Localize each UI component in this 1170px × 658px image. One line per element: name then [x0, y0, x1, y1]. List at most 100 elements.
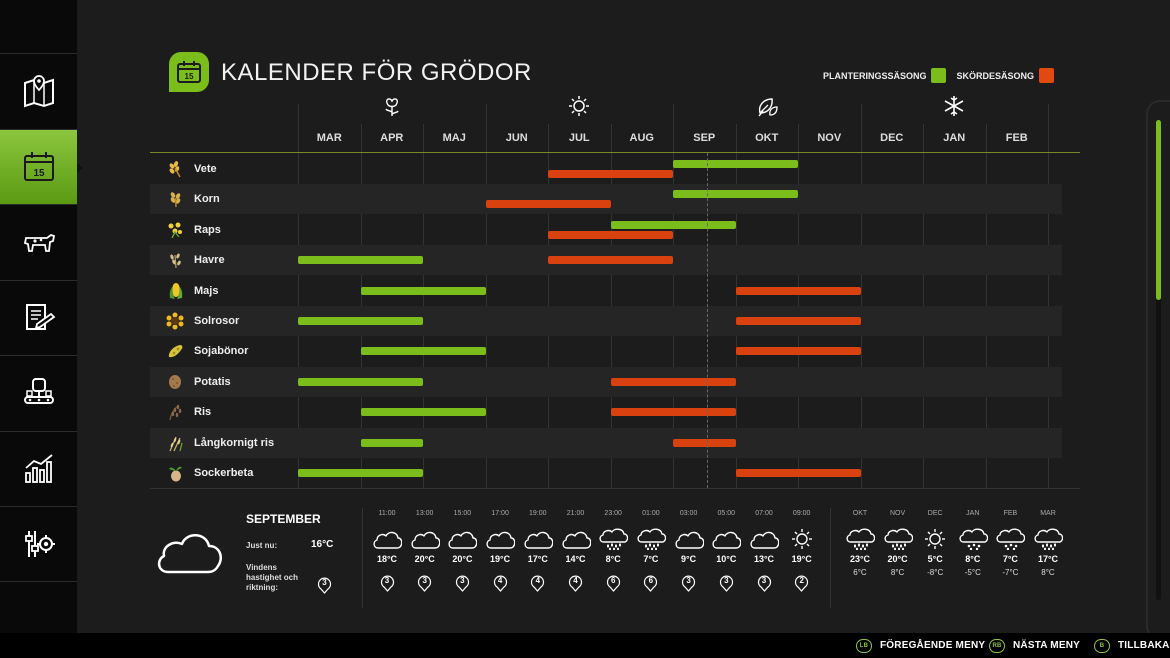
forecast-low: 6°C	[853, 568, 867, 577]
wind-indicator: 4	[530, 574, 545, 592]
crop-name: Sockerbeta	[194, 467, 254, 479]
snow-icon	[996, 528, 1026, 550]
month-label: FEB	[1005, 132, 1028, 144]
forecast-temp: 20°C	[452, 554, 473, 564]
crop-row[interactable]: Havre	[150, 245, 1062, 276]
sidebar-item-map[interactable]	[0, 53, 77, 128]
crop-row[interactable]: Korn	[150, 184, 1062, 215]
crop-row[interactable]: Potatis	[150, 366, 1062, 397]
forecast-low: -8°C	[927, 568, 944, 577]
legend-planting-label: PLANTERINGSSÄSONG	[822, 70, 927, 81]
hourly-forecast-item: 09:00 19°C 2	[783, 510, 821, 592]
sidebar-item-production[interactable]	[0, 355, 77, 430]
planting-bar	[360, 408, 486, 417]
wind-value: 3	[384, 576, 390, 585]
active-indicator	[77, 162, 83, 173]
forecast-time: 23:00	[604, 510, 622, 517]
crop-row[interactable]: Sojabönor	[150, 336, 1062, 366]
rice-icon	[166, 403, 184, 421]
forecast-time: 19:00	[529, 510, 547, 517]
forecast-temp: 8°C	[605, 554, 621, 564]
forecast-low: 8°C	[890, 568, 905, 577]
wind-indicator: 6	[643, 574, 658, 592]
forecast-month: FEB	[1003, 510, 1018, 517]
forecast-high: 8°C	[965, 554, 981, 564]
canola-icon	[166, 221, 184, 239]
month-gridline	[1048, 104, 1049, 488]
monthly-forecast-item: DEC 5°C -8°C	[917, 510, 953, 577]
sidebar-item-contracts[interactable]	[0, 279, 77, 355]
forecast-month: DEC	[927, 510, 943, 517]
planting-bar	[360, 438, 423, 447]
snow-icon	[959, 528, 988, 550]
crop-row[interactable]: Ris	[150, 397, 1062, 427]
hourly-forecast-item: 01:00 7°C 6	[632, 510, 670, 592]
sidebar-item-settings[interactable]	[0, 506, 77, 581]
forecast-month: MAR	[1040, 510, 1056, 517]
weather-wind-label: Vindens hastighet och riktning:	[246, 563, 299, 592]
forecast-temp: 14°C	[565, 554, 586, 564]
wind-indicator: 3	[380, 574, 395, 592]
month-gridline	[923, 124, 924, 488]
forecast-time: 21:00	[566, 510, 585, 517]
planting-bar	[360, 347, 486, 356]
forecast-time: 03:00	[679, 510, 698, 517]
forecast-temp: 17°C	[527, 554, 548, 564]
wind-value: 6	[610, 576, 616, 585]
wind-indicator: 2	[794, 574, 809, 592]
legend-harvest-label: SKÖRDESÄSONG	[956, 70, 1034, 81]
calendar-icon: 15	[23, 151, 54, 181]
month-gridline	[485, 104, 487, 488]
crop-row[interactable]: Majs	[150, 276, 1062, 306]
scrollbar-thumb[interactable]	[1156, 120, 1161, 300]
month-label: MAJ	[442, 132, 466, 144]
wind-indicator: 3	[455, 574, 470, 592]
back-button[interactable]: B TILLBAKA	[1094, 633, 1170, 658]
sunflower-icon	[166, 312, 184, 330]
sidebar-item-animals[interactable]	[0, 204, 77, 279]
soybean-icon	[166, 342, 184, 360]
wind-value: 6	[648, 576, 654, 585]
rain-icon	[599, 528, 629, 550]
crop-row[interactable]: Långkornigt ris	[150, 427, 1062, 458]
weather-panel: SEPTEMBER Just nu: 16°C Vindens hastighe…	[150, 500, 1080, 620]
season-flower-icon	[381, 95, 403, 117]
crop-name: Vete	[194, 163, 217, 175]
crop-row[interactable]: Sockerbeta	[150, 458, 1062, 488]
cloud-icon	[524, 531, 553, 549]
crop-name: Majs	[194, 284, 219, 297]
month-label: SEP	[693, 132, 716, 144]
wind-value: 3	[761, 576, 767, 585]
forecast-month: JAN	[966, 510, 980, 517]
harvest-bar	[548, 230, 673, 239]
month-label: DEC	[880, 132, 904, 144]
wind-value: 3	[724, 576, 729, 585]
wind-indicator: 4	[493, 574, 508, 592]
crop-row[interactable]: Vete	[150, 154, 1062, 184]
forecast-temp: 13°C	[753, 554, 775, 564]
harvest-bar	[610, 377, 736, 386]
next-menu-button[interactable]: RB NÄSTA MENY	[989, 633, 1080, 658]
month-gridline	[860, 104, 862, 488]
harvest-bar	[548, 170, 673, 178]
month-label: JUL	[568, 132, 590, 144]
hourly-forecast-item: 15:00 20°C 3	[443, 510, 481, 592]
previous-menu-button[interactable]: LB FÖREGÅENDE MENY	[856, 633, 985, 658]
sidebar-item-calendar[interactable]: 15	[0, 128, 83, 204]
harvest-bar	[735, 317, 861, 325]
forecast-high: 20°C	[887, 554, 908, 564]
leaves-icon	[758, 98, 778, 117]
cloud-icon	[675, 531, 704, 549]
crop-row[interactable]: Solrosor	[150, 306, 1062, 336]
crop-row[interactable]: Raps	[150, 215, 1062, 245]
crop-name: Korn	[194, 193, 220, 206]
scrollbar-track[interactable]	[1156, 120, 1161, 600]
sidebar-item-statistics[interactable]	[0, 430, 77, 506]
monthly-forecast-item: NOV 20°C 8°C	[880, 510, 916, 577]
month-gridline	[298, 104, 299, 488]
month-gridline	[798, 124, 799, 488]
season-leaves-icon	[756, 95, 778, 117]
scrollbar[interactable]	[1146, 100, 1170, 640]
wind-value: 4	[573, 576, 578, 585]
potato-icon	[166, 373, 184, 391]
